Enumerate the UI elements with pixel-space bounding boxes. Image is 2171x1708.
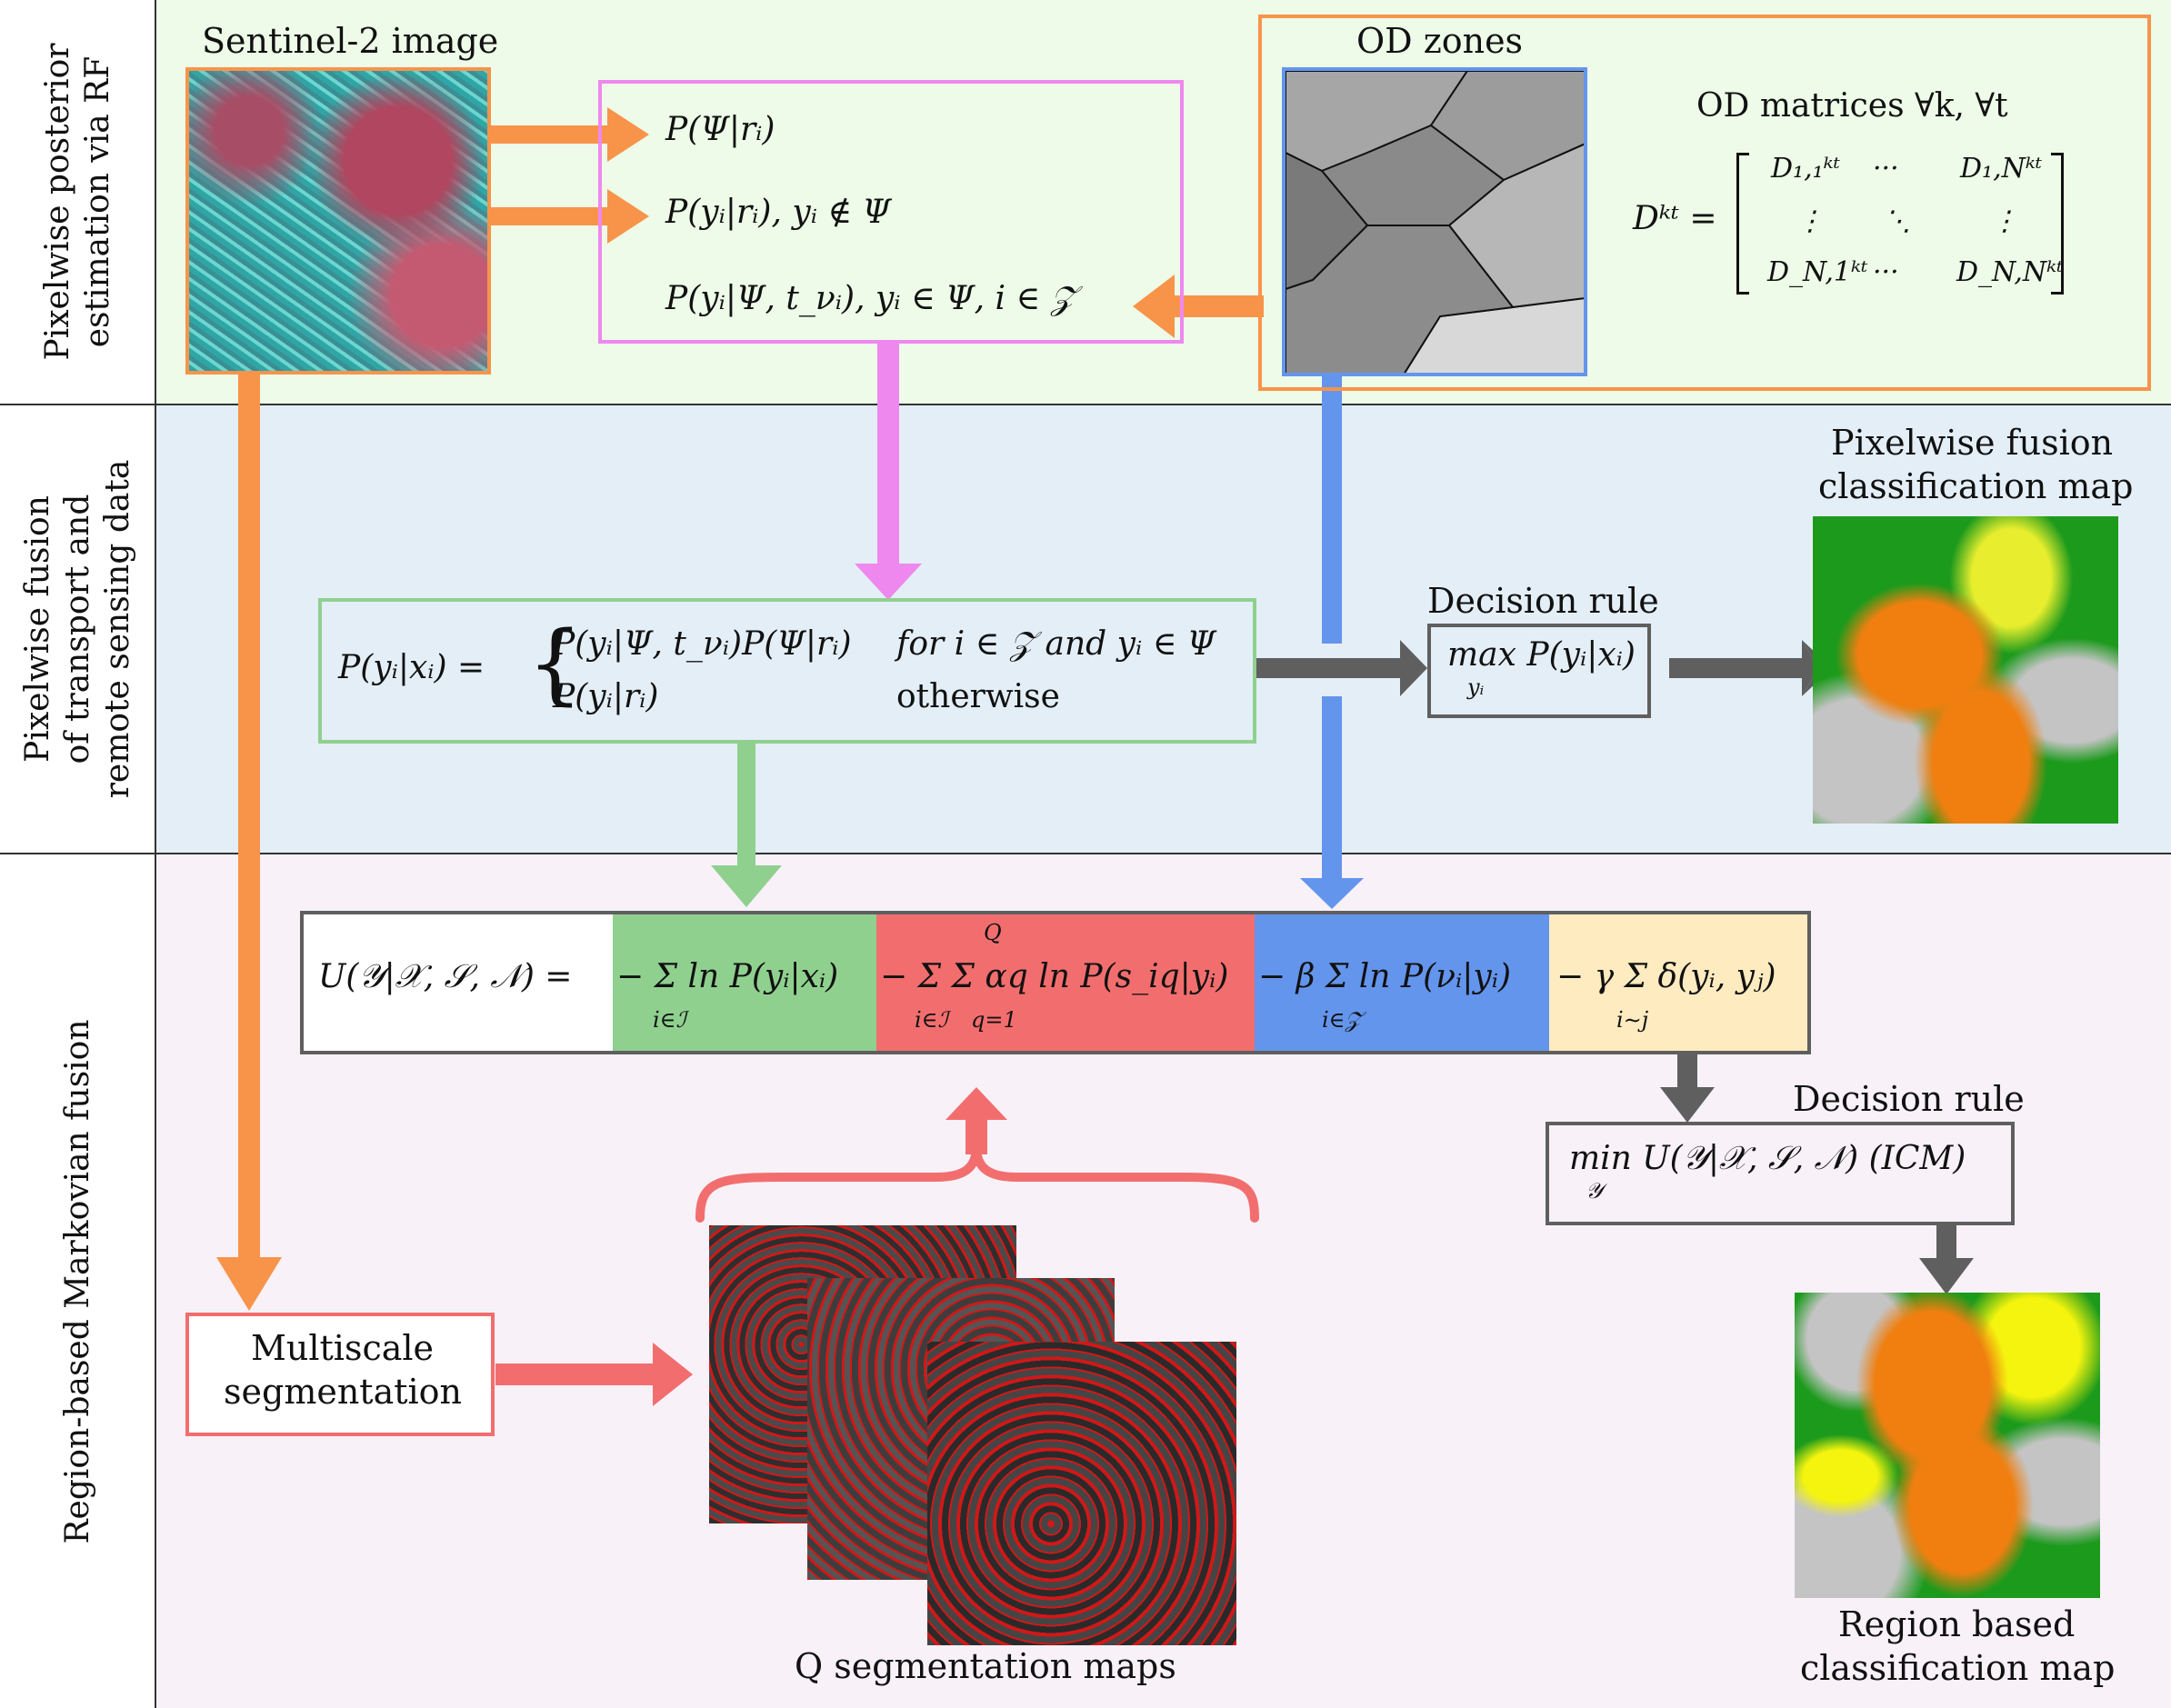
term-green-sub: i∈ℐ xyxy=(653,1007,686,1033)
sentinel-title: Sentinel-2 image xyxy=(202,21,499,61)
matrix-vdots-1: ⋮ xyxy=(1796,205,1824,237)
od-zones-title: OD zones xyxy=(1356,21,1524,61)
pixelwise-map-title-2: classification map xyxy=(1818,466,2134,506)
term-green: − Σ ln P(yᵢ|xᵢ) xyxy=(616,958,839,995)
fusion-case2: P(yᵢ|rᵢ) xyxy=(553,678,659,715)
multiscale-line2: segmentation xyxy=(224,1372,463,1412)
arrow-gray-down-2 xyxy=(1936,1225,1956,1262)
segmaps-caption: Q segmentation maps xyxy=(795,1646,1176,1686)
fusion-lhs: P(yᵢ|xᵢ) = xyxy=(338,649,485,686)
region-based-map xyxy=(1795,1293,2100,1598)
arrow-blue-down-2 xyxy=(1322,696,1342,883)
term-blue-bg xyxy=(1255,914,1549,1051)
matrix-dn1: D_N,1ᵏᵗ xyxy=(1767,256,1868,288)
decision-rule-1-box xyxy=(1427,624,1651,718)
matrix-dots-1: ··· xyxy=(1873,153,1899,185)
region-map-title-1: Region based xyxy=(1838,1604,2076,1644)
term-yellow: − γ Σ δ(yᵢ, yⱼ) xyxy=(1556,958,1776,995)
arrow-orange-2 xyxy=(491,207,609,225)
arrow-pink-down xyxy=(877,344,899,566)
term-yellow-bg xyxy=(1549,914,1807,1051)
decision-rule-2-expr: min U(𝒴|𝒳, 𝒮, 𝒩) (ICM) xyxy=(1569,1140,1966,1177)
decision-rule-1-expr: max P(yᵢ|xᵢ) xyxy=(1447,636,1636,674)
arrow-gray-down-1 xyxy=(1677,1054,1697,1091)
prob-y-given-r: P(yᵢ|rᵢ), yᵢ ∉ Ψ xyxy=(665,194,892,231)
decision-rule-2-title: Decision rule xyxy=(1793,1079,2025,1119)
energy-lhs: U(𝒴|𝒳, 𝒮, 𝒩) = xyxy=(318,958,573,995)
matrix-dnn: D_N,Nᵏᵗ xyxy=(1956,256,2064,288)
term-red-sub2: q=1 xyxy=(971,1007,1017,1033)
prob-psi-given-r: P(Ψ|rᵢ) xyxy=(665,111,775,148)
fusion-brace: { xyxy=(527,613,584,714)
arrow-gray-2 xyxy=(1669,658,1806,678)
row2-label-cell: Pixelwise fusion of transport and remote… xyxy=(0,405,156,853)
term-red-bg xyxy=(876,914,1255,1051)
matrix-lhs: Dᵏᵗ = xyxy=(1633,200,1717,237)
sentinel-image xyxy=(185,67,491,375)
od-matrices-title: OD matrices ∀k, ∀t xyxy=(1696,87,2008,125)
fusion-case2-cond: otherwise xyxy=(896,678,1060,715)
segmaps-brace xyxy=(695,1146,1259,1223)
term-red-sub1: i∈ℐ xyxy=(915,1007,948,1033)
decision-rule-2-sub: 𝒴 xyxy=(1586,1178,1603,1204)
row3-label-cell: Region-based Markovian fusion xyxy=(0,854,156,1708)
fusion-case1-cond: for i ∈ 𝒵 and yᵢ ∈ Ψ xyxy=(896,625,1216,663)
arrow-gray-1 xyxy=(1256,658,1402,678)
row-pixelwise-fusion: Pixelwise fusion of transport and remote… xyxy=(0,405,2171,854)
matrix-ddots: ⋱ xyxy=(1884,205,1911,237)
od-box xyxy=(1258,15,2151,391)
term-yellow-sub: i∼j xyxy=(1616,1007,1649,1033)
matrix-bracket-left xyxy=(1736,153,1749,295)
matrix-vdots-2: ⋮ xyxy=(1991,205,2018,237)
od-zones-map xyxy=(1282,67,1587,376)
arrow-salmon-right xyxy=(495,1363,655,1385)
arrow-orange-down xyxy=(238,373,260,1259)
decision-rule-1-title: Decision rule xyxy=(1427,581,1659,621)
multiscale-line1: Multiscale xyxy=(251,1328,435,1368)
term-green-bg xyxy=(613,914,876,1051)
matrix-bracket-right xyxy=(2051,153,2064,295)
multiscale-segmentation-box xyxy=(185,1313,495,1436)
term-blue-sub: i∈𝒵 xyxy=(1322,1007,1362,1033)
arrow-blue-down-1 xyxy=(1322,371,1342,644)
decision-rule-1-sub: yᵢ xyxy=(1467,674,1485,700)
term-red-sup: Q xyxy=(984,920,1002,945)
arrow-green-down xyxy=(737,741,755,868)
od-zones-polygons xyxy=(1286,71,1584,373)
arrow-orange-1 xyxy=(491,125,609,144)
pixelwise-map-title-1: Pixelwise fusion xyxy=(1831,423,2114,463)
matrix-dots-2: ··· xyxy=(1873,256,1899,288)
region-map-title-2: classification map xyxy=(1800,1648,2116,1688)
row1-label-cell: Pixelwise posterior estimation via RF xyxy=(0,0,156,404)
arrow-orange-od xyxy=(1173,295,1264,317)
term-blue: − β Σ ln P(νᵢ|yᵢ) xyxy=(1258,958,1512,995)
pixelwise-fusion-map xyxy=(1813,516,2118,824)
term-red: − Σ Σ αq ln P(s_iq|yᵢ) xyxy=(880,958,1229,995)
segmentation-map-3 xyxy=(927,1342,1236,1645)
matrix-d11: D₁,₁ᵏᵗ xyxy=(1771,153,1840,185)
decision-rule-2-box xyxy=(1546,1122,2015,1225)
matrix-d1n: D₁,Nᵏᵗ xyxy=(1960,153,2043,185)
fusion-case1: P(yᵢ|Ψ, t_νᵢ)P(Ψ|rᵢ) xyxy=(553,625,852,663)
prob-y-given-psi-t: P(yᵢ|Ψ, t_νᵢ), yᵢ ∈ Ψ, i ∈ 𝒵 xyxy=(665,280,1075,317)
fusion-equation-box xyxy=(318,598,1256,744)
probability-box xyxy=(598,80,1184,344)
